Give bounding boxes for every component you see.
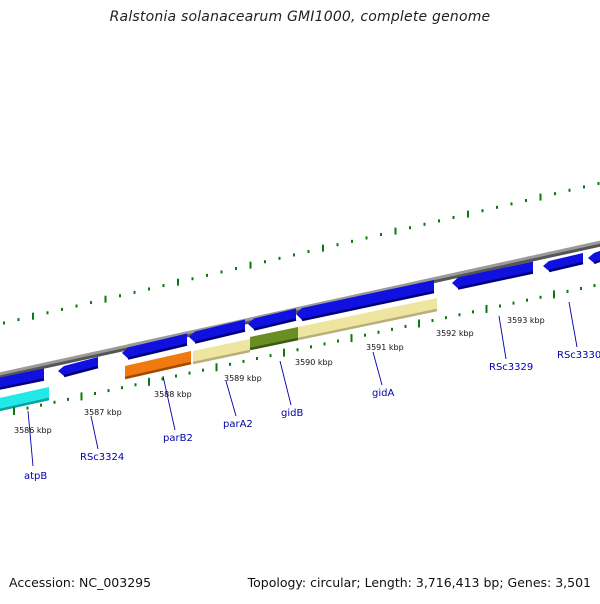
- gene-parA2-upper-arrow-edge: [194, 329, 246, 344]
- kbp-scale-labels: 3586 kbp 3587 kbp 3588 kbp 3589 kbp 3590 kbp…: [14, 316, 545, 435]
- gene-rsc3329-arrow-edge: [457, 271, 534, 290]
- gene-parA2-lower-box-edge: [192, 349, 251, 365]
- map-title: Ralstonia solanacearum GMI1000, complete…: [109, 9, 491, 25]
- gene-label: gidA: [372, 388, 394, 399]
- gene-label-leader: [27, 410, 34, 467]
- gene-label: atpB: [24, 471, 47, 482]
- gene-rsc3330-arrow: [543, 253, 583, 271]
- gene-rsc3324-arrow: [58, 357, 98, 376]
- gene-rsc3329-arrow: [452, 261, 533, 289]
- kbp-label: 3591 kbp: [366, 343, 404, 352]
- kbp-label: 3592 kbp: [436, 329, 474, 338]
- genome-backbone: [0, 240, 600, 376]
- gene-parA2-lower-box: [193, 339, 250, 363]
- kbp-label: 3590 kbp: [295, 358, 333, 367]
- gene-label-leader: [90, 415, 99, 450]
- gene-gidA-upper-arrow: [296, 280, 434, 320]
- kbp-label: 3588 kbp: [154, 390, 192, 399]
- gene-rsc3324-arrow-edge: [63, 365, 99, 378]
- gene-label-leader: [372, 351, 383, 386]
- gene-label-leader: [498, 315, 507, 360]
- kbp-label: 3587 kbp: [84, 408, 122, 417]
- gene-label-leader: [568, 301, 578, 348]
- gene-parB2-upper-arrow: [122, 333, 187, 359]
- gene-label: gidB: [281, 408, 303, 419]
- gene-labels: atpB RSc3324 parB2 parA2 gidB gidA RSc3329 RSc3…: [24, 301, 600, 482]
- gene-label-leader: [225, 380, 237, 417]
- gene-gidA-lower-box-edge: [297, 308, 438, 341]
- gene-parB2-lower-box: [125, 351, 191, 378]
- gene-label: parB2: [163, 433, 193, 444]
- gene-gidB-lower-box: [250, 327, 298, 349]
- gene-atpB-arrow-edge: [0, 378, 45, 390]
- gene-gidB-lower-box-edge: [249, 337, 299, 351]
- gene-label-leader: [279, 360, 292, 406]
- kbp-label: 3589 kbp: [224, 374, 262, 383]
- gene-parB2-upper-arrow-edge: [127, 343, 188, 360]
- gene-gidA-upper-arrow-edge: [301, 290, 435, 322]
- gene-gidB-upper-arrow-edge: [253, 318, 297, 331]
- gene-features: [0, 250, 600, 412]
- gene-atpB-arrow: [0, 368, 44, 389]
- gene-label: RSc3329: [489, 362, 533, 373]
- gene-label-leader: [162, 375, 176, 431]
- gene-gidA-lower-box: [298, 298, 437, 339]
- kbp-label: 3586 kbp: [14, 426, 52, 435]
- gene-label: parA2: [223, 419, 253, 430]
- kbp-label: 3593 kbp: [507, 316, 545, 325]
- gene-parB2-lower-box-edge: [124, 361, 192, 380]
- gene-atpB-lower-box: [0, 387, 49, 410]
- gene-label: RSc3324: [80, 452, 124, 463]
- genome-summary-text: Topology: circular; Length: 3,716,413 bp…: [247, 575, 591, 590]
- gene-rsc3330-arrow-edge: [548, 261, 584, 273]
- gene-atpB-lower-box-edge: [0, 397, 50, 412]
- gene-parA2-upper-arrow: [189, 319, 245, 343]
- accession-text: Accession: NC_003295: [9, 575, 152, 590]
- gene-label: RSc3330: [557, 350, 600, 361]
- gene-next-arrow: [588, 250, 600, 263]
- inner-tick-track: [13, 284, 596, 415]
- outer-tick-track: [3, 181, 600, 325]
- gene-gidB-upper-arrow: [248, 308, 296, 330]
